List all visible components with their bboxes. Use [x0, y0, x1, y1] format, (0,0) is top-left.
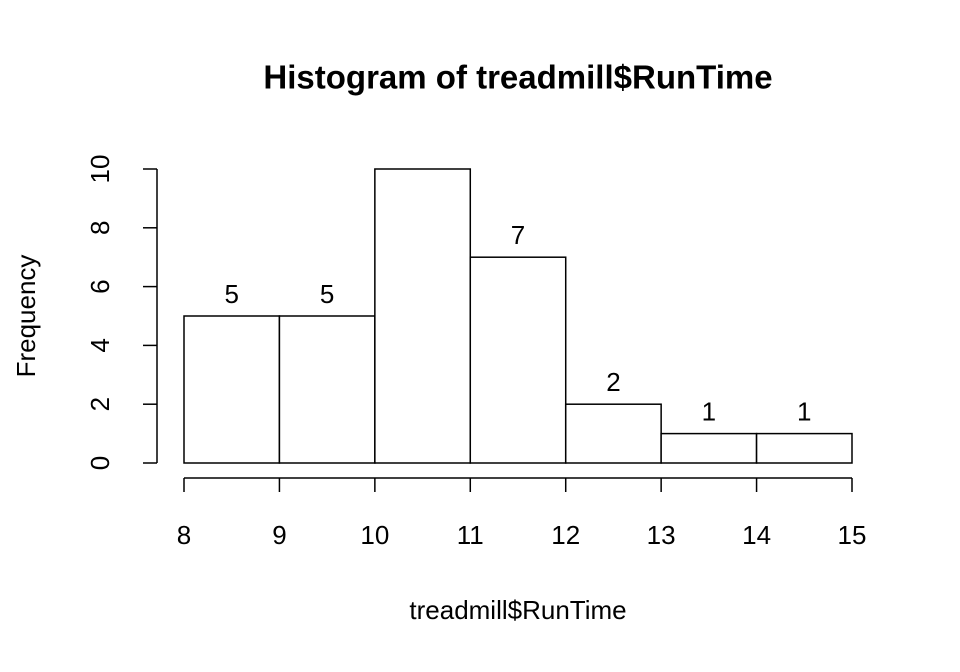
y-tick-label: 6: [85, 279, 115, 293]
bar: [660, 432, 758, 464]
bar: [469, 256, 567, 464]
bar: [183, 315, 281, 464]
x-axis-label: treadmill$RunTime: [409, 595, 626, 625]
y-tick-label: 4: [85, 338, 115, 352]
y-tick-label: 2: [85, 397, 115, 411]
y-axis-label: Frequency: [11, 255, 41, 378]
x-tick-label: 10: [360, 520, 389, 550]
chart-title: Histogram of treadmill$RunTime: [263, 59, 772, 96]
y-tick-label: 8: [85, 221, 115, 235]
value-label: 5: [320, 279, 334, 309]
x-tick-label: 11: [457, 520, 484, 550]
bar: [374, 168, 472, 464]
bar: [278, 315, 376, 464]
bar: [755, 432, 853, 464]
value-label: 1: [702, 396, 716, 426]
x-tick-label: 12: [551, 520, 580, 550]
value-label: 5: [224, 279, 238, 309]
bar: [564, 403, 662, 464]
y-tick-label: 10: [85, 155, 115, 184]
x-tick-label: 15: [838, 520, 867, 550]
value-label: 10: [408, 132, 437, 162]
x-tick-label: 14: [742, 520, 771, 550]
plot-area: 5 5 10 7 2 1 1: [183, 132, 853, 464]
x-tick-label: 13: [647, 520, 676, 550]
x-tick-label: 9: [272, 520, 286, 550]
value-label: 1: [797, 396, 811, 426]
y-tick-label: 0: [85, 456, 115, 470]
value-label: 7: [511, 220, 525, 250]
value-label: 2: [606, 367, 620, 397]
x-tick-label: 8: [177, 520, 191, 550]
